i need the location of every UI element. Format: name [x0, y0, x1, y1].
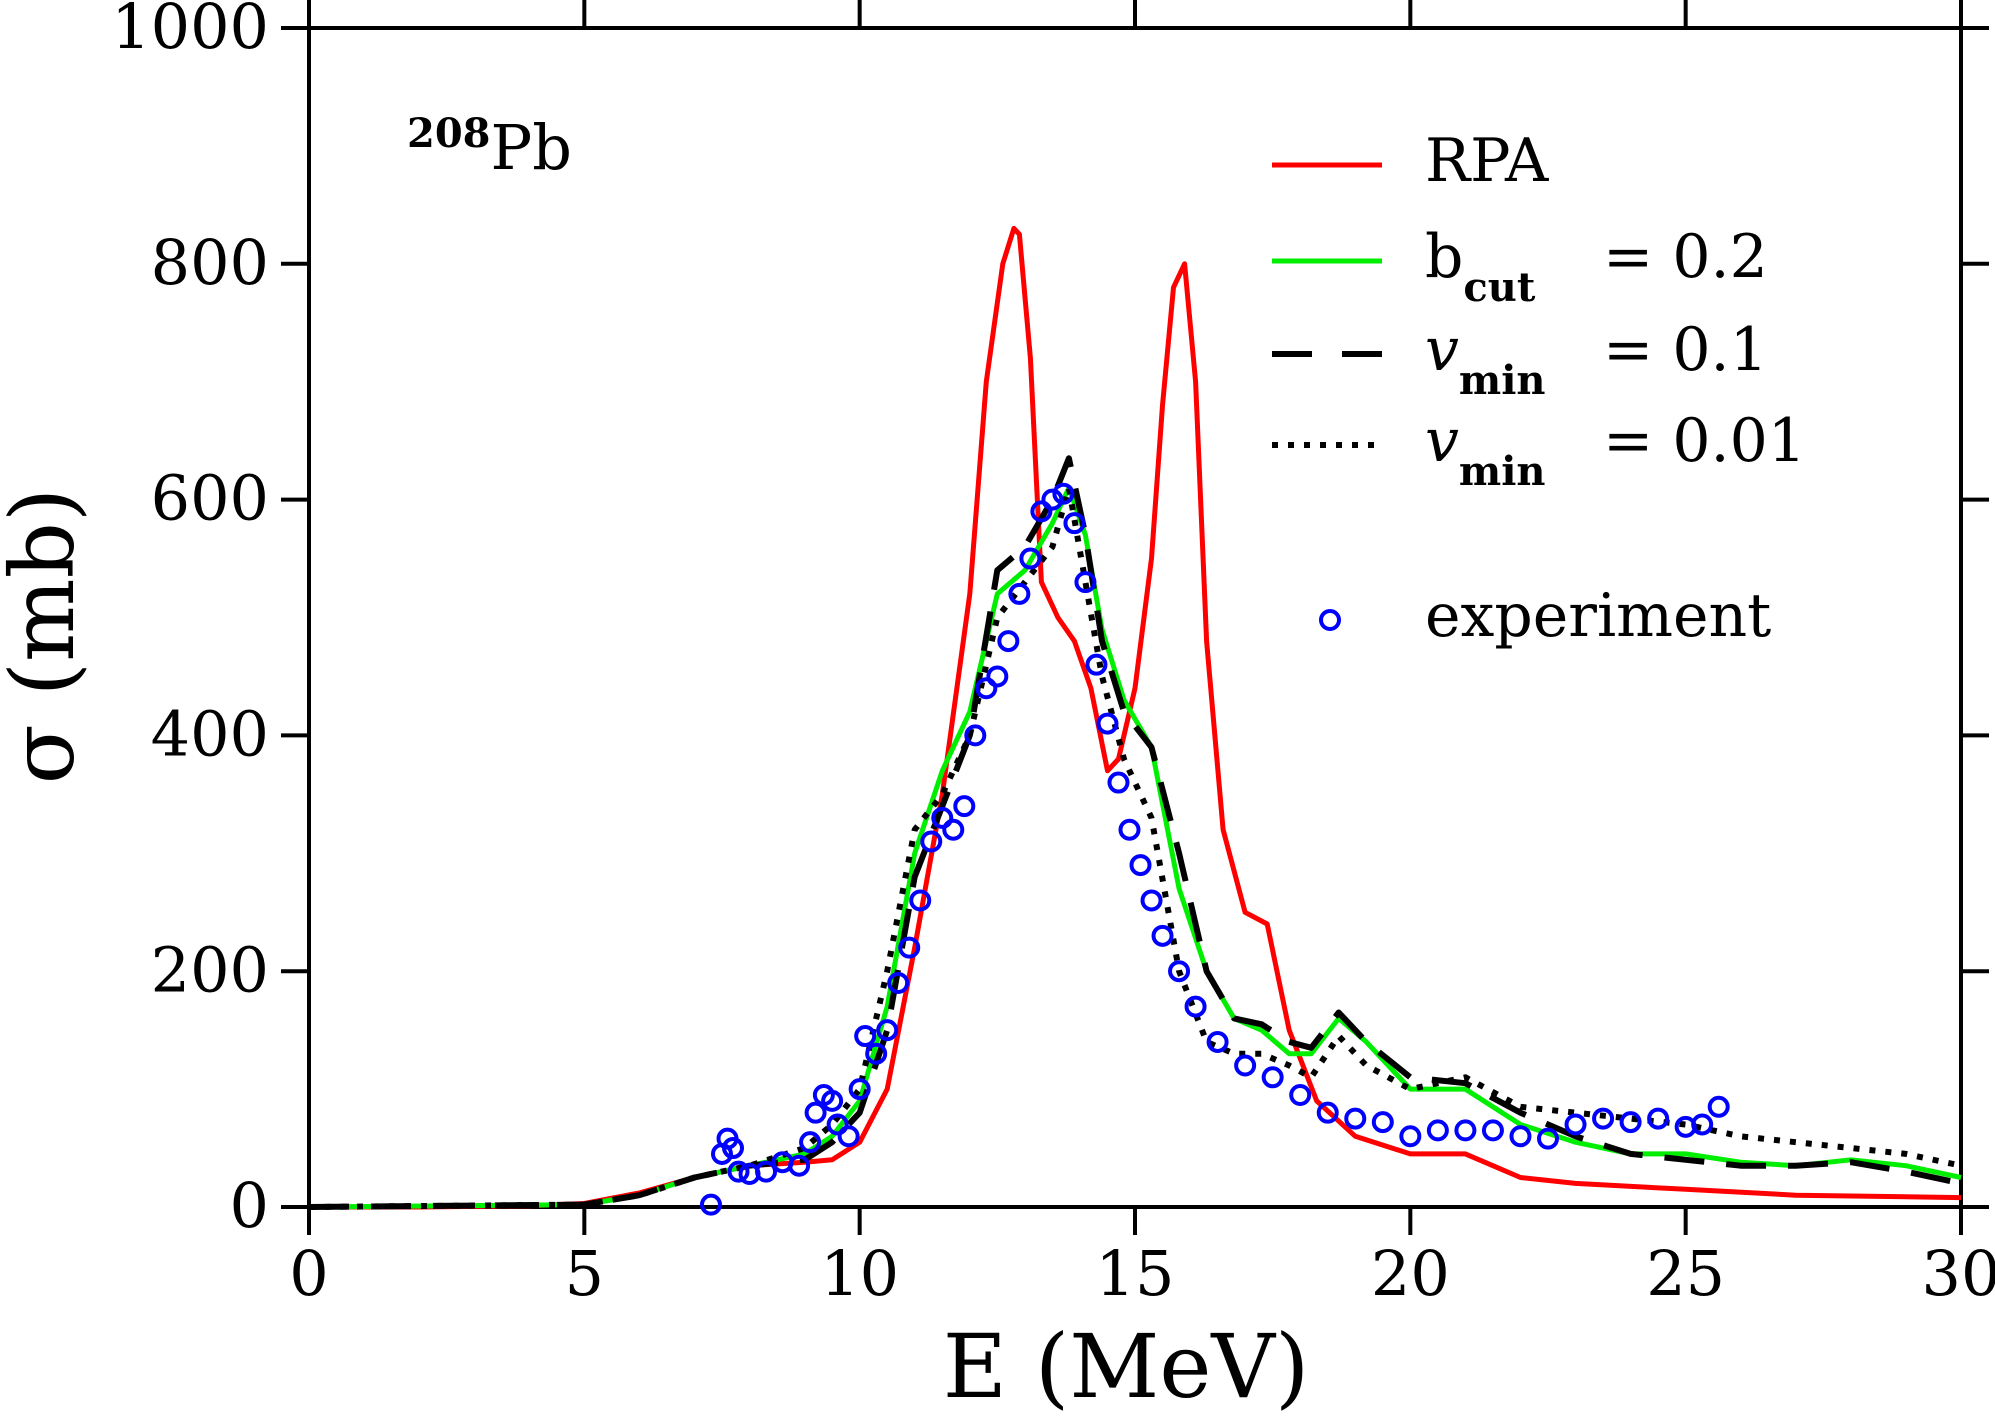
legend-name: RPA	[1425, 126, 1549, 196]
data-point	[1184, 995, 1207, 1018]
data-point	[1647, 1107, 1670, 1130]
data-point	[909, 889, 932, 912]
data-point	[975, 677, 998, 700]
data-point	[727, 1160, 750, 1183]
data-point	[1509, 1125, 1532, 1148]
data-point	[1030, 500, 1053, 523]
x-tick-label: 0	[289, 1237, 328, 1310]
data-point	[1140, 889, 1163, 912]
legend-rest: = 0.2	[1603, 222, 1768, 292]
data-point	[1426, 1119, 1449, 1142]
x-axis-label: E (MeV)	[943, 1315, 1310, 1418]
x-tick-label: 30	[1922, 1237, 1995, 1310]
data-point	[1206, 1030, 1229, 1053]
data-point	[1041, 488, 1064, 511]
legend-label: experiment	[1425, 581, 1771, 651]
data-point	[1118, 818, 1141, 841]
data-point	[876, 1019, 899, 1042]
data-point	[1008, 582, 1031, 605]
data-point	[1619, 1111, 1642, 1134]
data-point	[799, 1131, 822, 1154]
data-point	[920, 830, 943, 853]
legend-name: v	[1425, 406, 1459, 476]
data-point	[865, 1042, 888, 1065]
data-point	[887, 971, 910, 994]
data-point	[1537, 1127, 1559, 1150]
data-point	[1454, 1119, 1477, 1142]
data-point	[1289, 1083, 1312, 1106]
data-point	[942, 818, 965, 841]
data-point	[1344, 1107, 1367, 1130]
data-point	[1096, 712, 1119, 735]
x-tick-label: 5	[565, 1237, 604, 1310]
legend-label: vmin = 0.1	[1425, 315, 1768, 404]
legend-name: experiment	[1425, 581, 1771, 651]
data-point	[1107, 771, 1130, 794]
data-point	[1399, 1125, 1422, 1148]
data-point	[1085, 653, 1108, 676]
data-point	[1707, 1095, 1730, 1118]
data-point	[1019, 547, 1042, 570]
legend-name: v	[1425, 315, 1459, 385]
annotation: 208Pb	[407, 110, 572, 184]
data-point	[848, 1078, 871, 1101]
x-tick-label: 20	[1371, 1237, 1450, 1310]
legend-rest: = 0.1	[1603, 315, 1768, 385]
data-point	[1234, 1054, 1257, 1077]
annotation-text: Pb	[491, 111, 572, 184]
data-point	[1592, 1107, 1615, 1130]
legend-label: vmin = 0.01	[1425, 406, 1806, 495]
y-tick-label: 0	[230, 1169, 269, 1242]
data-point	[1052, 482, 1075, 505]
y-tick-label: 400	[151, 698, 269, 771]
data-point	[1151, 924, 1174, 947]
data-point	[699, 1193, 722, 1216]
data-point	[837, 1125, 860, 1148]
data-point	[1063, 512, 1086, 535]
data-point	[986, 665, 1009, 688]
y-tick-label: 800	[151, 226, 269, 299]
data-point	[821, 1089, 844, 1112]
annotation-sup: 208	[407, 110, 491, 157]
data-point	[997, 630, 1020, 653]
data-point	[1481, 1119, 1504, 1142]
y-tick-label: 200	[151, 933, 269, 1006]
data-point	[898, 936, 921, 959]
data-point	[1261, 1066, 1284, 1089]
data-point	[755, 1160, 778, 1183]
data-point	[1316, 1101, 1339, 1124]
legend-sub: min	[1459, 448, 1546, 495]
x-tick-label: 10	[820, 1237, 899, 1310]
data-point	[953, 795, 976, 818]
legend-marker	[1319, 609, 1341, 631]
data-point	[854, 1025, 877, 1048]
data-point	[1168, 960, 1191, 983]
data-point	[1371, 1111, 1394, 1134]
plot-frame	[307, 26, 1963, 1209]
data-point	[722, 1137, 745, 1160]
legend-sub: min	[1459, 357, 1546, 404]
data-point	[788, 1154, 811, 1177]
data-point	[826, 1113, 849, 1136]
data-point	[1564, 1113, 1587, 1136]
legend-name: b	[1425, 222, 1463, 292]
legend-sub: cut	[1463, 264, 1535, 311]
legend-label: RPA	[1425, 126, 1549, 196]
data-point	[931, 806, 954, 829]
y-tick-label: 600	[151, 462, 269, 535]
x-tick-label: 15	[1096, 1237, 1175, 1310]
y-tick-label: 1000	[111, 0, 269, 63]
x-tick-label: 25	[1646, 1237, 1725, 1310]
series-line	[308, 455, 1962, 1210]
series-line	[308, 484, 1962, 1210]
y-axis-label: σ (mb)	[0, 488, 94, 784]
data-point	[1129, 854, 1152, 877]
data-point	[1074, 571, 1097, 594]
data-point	[964, 724, 987, 747]
legend-label: bcut = 0.2	[1425, 222, 1768, 311]
legend-rest: = 0.01	[1603, 406, 1806, 476]
data-point	[804, 1101, 827, 1124]
data-point	[1691, 1113, 1714, 1136]
